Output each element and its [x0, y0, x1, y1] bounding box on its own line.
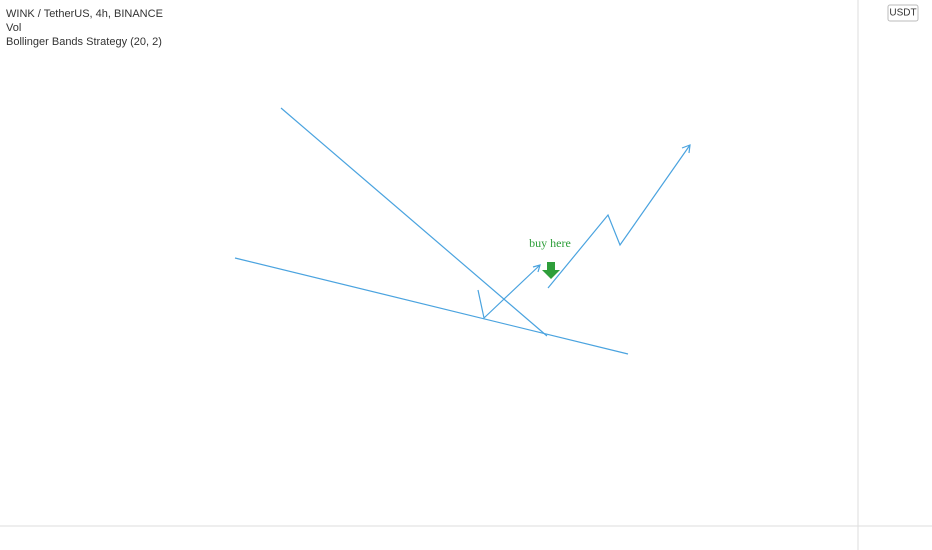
projection [547, 144, 691, 289]
indicator: Bollinger Bands Strategy (20, 2) [6, 36, 162, 48]
annotation: buy here [529, 236, 571, 250]
buy-arrow [542, 262, 560, 279]
chart-title: WINK / TetherUS, 4h, BINANCE [6, 8, 163, 20]
trend-line [280, 107, 548, 337]
indicator: Vol [6, 22, 21, 34]
trend-line [234, 257, 629, 355]
arrow-head [681, 144, 691, 154]
projection [477, 264, 541, 320]
arrow-head [532, 264, 541, 273]
currency-box [887, 4, 919, 22]
drawings [234, 107, 691, 355]
currency: USDT [889, 8, 916, 19]
